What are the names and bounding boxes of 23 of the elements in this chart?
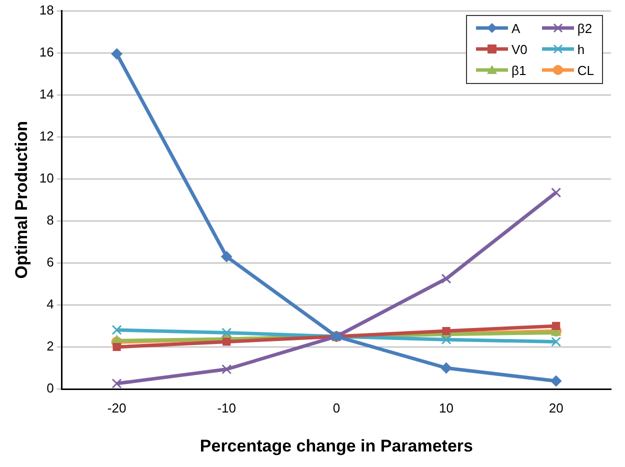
y-tick-label: 6	[46, 254, 54, 270]
x-tick-label: 10	[439, 400, 454, 416]
y-tick-label: 12	[39, 128, 54, 144]
x-tick-label: 20	[548, 400, 564, 416]
y-tick-label: 14	[39, 86, 54, 102]
y-tick-label: 2	[46, 338, 54, 354]
legend-label: h	[577, 42, 585, 57]
legend-label: CL	[577, 62, 594, 78]
legend-label: A	[511, 20, 520, 36]
y-tick-label: 18	[39, 2, 54, 18]
legend-label: V0	[511, 42, 528, 57]
y-tick-label: 16	[39, 44, 54, 60]
y-tick-label: 4	[46, 296, 54, 312]
y-axis-title: Optimal Production	[12, 121, 31, 279]
x-tick-label: 0	[332, 400, 340, 416]
legend-label: β1	[511, 62, 526, 78]
x-tick-label: -20	[107, 400, 126, 416]
y-tick-label: 8	[46, 212, 54, 228]
legend-label: β2	[577, 20, 592, 36]
x-axis-title: Percentage change in Parameters	[200, 436, 473, 456]
x-tick-label: -10	[217, 400, 236, 416]
y-tick-label: 0	[46, 380, 54, 396]
y-tick-label: 10	[39, 170, 54, 186]
